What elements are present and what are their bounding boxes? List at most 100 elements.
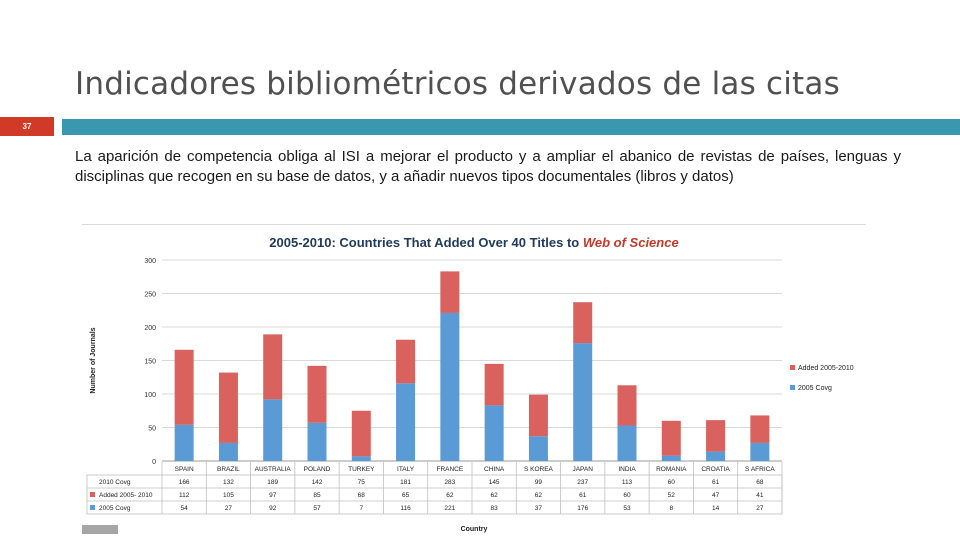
- y-tick-label: 0: [152, 459, 156, 466]
- bar-2005-covg: [484, 405, 504, 461]
- table-cell-value: 52: [668, 492, 676, 499]
- slide-title: Indicadores bibliométricos derivados de …: [75, 66, 840, 102]
- table-cell-value: 65: [402, 492, 410, 499]
- bar-2005-covg: [218, 442, 238, 461]
- bar-added-2005-2010: [440, 271, 460, 313]
- x-axis-label: Country: [461, 526, 488, 533]
- bar-added-2005-2010: [706, 420, 726, 452]
- table-cell-value: 116: [400, 505, 411, 512]
- table-row-label: Added 2005- 2010: [99, 492, 153, 499]
- x-tick-label: CROATIA: [701, 466, 730, 473]
- y-tick-label: 200: [144, 325, 156, 332]
- table-cell-value: 145: [489, 479, 500, 486]
- table-cell-value: 60: [623, 492, 631, 499]
- x-tick-label: CHINA: [484, 466, 505, 473]
- x-tick-label: INDIA: [618, 466, 636, 473]
- bar-2005-covg: [396, 383, 416, 461]
- table-cell-value: 62: [491, 492, 499, 499]
- table-row-label: 2005 Covg: [99, 505, 131, 512]
- table-cell-value: 92: [269, 505, 277, 512]
- y-tick-label: 300: [144, 258, 156, 265]
- accent-bar: [62, 119, 960, 135]
- table-cell-value: 68: [358, 492, 366, 499]
- table-cell-value: 27: [756, 505, 764, 512]
- table-cell-value: 99: [535, 479, 543, 486]
- table-cell-value: 85: [313, 492, 321, 499]
- table-cell-value: 61: [712, 479, 720, 486]
- legend-label: 2005 Covg: [798, 385, 832, 392]
- table-cell-value: 237: [577, 479, 588, 486]
- table-cell-value: 176: [577, 505, 588, 512]
- chart-title-emphasis: Web of Science: [583, 235, 679, 250]
- bar-added-2005-2010: [174, 349, 194, 425]
- table-cell-value: 41: [756, 492, 764, 499]
- x-tick-label: FRANCE: [436, 466, 463, 473]
- table-cell-value: 14: [712, 505, 720, 512]
- y-tick-label: 250: [144, 292, 156, 299]
- bar-2005-covg: [617, 425, 637, 461]
- table-cell-value: 105: [223, 492, 234, 499]
- bar-2005-covg: [750, 442, 770, 461]
- table-legend-key: [90, 505, 95, 510]
- table-cell-value: 97: [269, 492, 277, 499]
- table-cell-value: 62: [446, 492, 454, 499]
- table-cell-value: 68: [756, 479, 764, 486]
- bar-added-2005-2010: [750, 415, 770, 443]
- bar-2005-covg: [351, 456, 371, 461]
- bar-2005-covg: [528, 436, 548, 461]
- table-cell-value: 37: [535, 505, 543, 512]
- table-cell-value: 62: [535, 492, 543, 499]
- table-cell-value: 113: [622, 479, 633, 486]
- table-cell-value: 181: [400, 479, 411, 486]
- y-tick-label: 150: [144, 359, 156, 366]
- data-table-border: [86, 474, 783, 515]
- bar-added-2005-2010: [661, 420, 681, 456]
- bar-added-2005-2010: [528, 394, 548, 437]
- y-axis-label: Number of Journals: [90, 327, 97, 393]
- legend-label: Added 2005-2010: [798, 365, 854, 372]
- legend-swatch: [790, 385, 795, 390]
- x-tick-label: ROMANIA: [656, 466, 687, 473]
- x-tick-label: AUSTRALIA: [255, 466, 292, 473]
- body-paragraph: La aparición de competencia obliga al IS…: [75, 148, 901, 185]
- table-legend-key: [90, 492, 95, 497]
- table-cell-value: 283: [444, 479, 455, 486]
- gray-tab-marker: [82, 525, 118, 534]
- bar-added-2005-2010: [263, 334, 283, 400]
- y-tick-label: 50: [148, 426, 156, 433]
- table-row-label: 2010 Covg: [99, 479, 131, 486]
- y-tick-label: 100: [144, 392, 156, 399]
- table-cell-value: 61: [579, 492, 587, 499]
- stacked-bar-chart: 2005-2010: Countries That Added Over 40 …: [86, 235, 854, 533]
- chart-title-prefix: 2005-2010: Countries That Added Over 40 …: [269, 235, 583, 250]
- bar-2005-covg: [174, 424, 194, 461]
- table-cell-value: 8: [669, 505, 673, 512]
- x-tick-label: POLAND: [304, 466, 331, 473]
- bar-2005-covg: [307, 422, 327, 461]
- slide-number-badge: 37: [0, 117, 54, 136]
- table-cell-value: 53: [623, 505, 631, 512]
- table-cell-value: 142: [312, 479, 323, 486]
- table-cell-value: 189: [267, 479, 278, 486]
- table-cell-value: 7: [359, 505, 363, 512]
- table-cell-value: 83: [491, 505, 499, 512]
- table-cell-value: 47: [712, 492, 720, 499]
- bar-added-2005-2010: [351, 410, 371, 457]
- bar-added-2005-2010: [218, 372, 238, 443]
- bar-2005-covg: [263, 399, 283, 461]
- bar-added-2005-2010: [396, 339, 416, 384]
- table-cell-value: 112: [179, 492, 190, 499]
- bar-added-2005-2010: [307, 365, 327, 423]
- table-cell-value: 60: [668, 479, 676, 486]
- x-tick-label: JAPAN: [572, 466, 593, 473]
- x-tick-label: TURKEY: [348, 466, 375, 473]
- chart-container: 2005-2010: Countries That Added Over 40 …: [82, 224, 866, 537]
- x-tick-label: SPAIN: [175, 466, 194, 473]
- table-cell-value: 75: [358, 479, 366, 486]
- table-cell-value: 54: [181, 505, 189, 512]
- table-cell-value: 27: [225, 505, 233, 512]
- table-cell-value: 221: [444, 505, 455, 512]
- bar-added-2005-2010: [617, 385, 637, 426]
- x-tick-label: S KOREA: [524, 466, 554, 473]
- bar-2005-covg: [661, 455, 681, 461]
